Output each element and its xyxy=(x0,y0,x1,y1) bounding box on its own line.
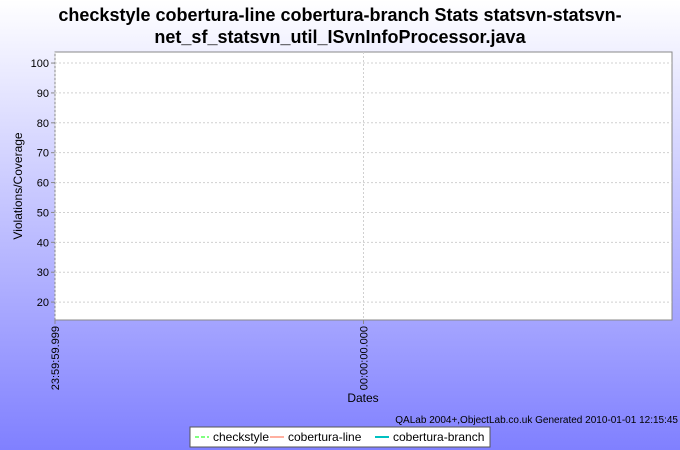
chart-title: checkstyle cobertura-line cobertura-bran… xyxy=(58,5,621,25)
y-tick-label: 70 xyxy=(37,148,49,160)
legend-label: checkstyle xyxy=(213,430,269,444)
y-tick-label: 90 xyxy=(37,88,49,100)
y-tick-label: 80 xyxy=(37,118,49,130)
subtitle: QALab 2004+,ObjectLab.co.uk Generated 20… xyxy=(395,415,678,426)
y-tick-label: 30 xyxy=(37,267,49,279)
x-tick-label: 00:00:00.000 xyxy=(359,326,371,390)
y-tick-label: 60 xyxy=(37,178,49,190)
x-axis-label: Dates xyxy=(347,391,378,405)
y-tick-label: 20 xyxy=(37,297,49,309)
chart-title: net_sf_statsvn_util_ISvnInfoProcessor.ja… xyxy=(154,27,526,47)
y-tick-label: 40 xyxy=(37,237,49,249)
y-tick-label: 50 xyxy=(37,207,49,219)
x-tick-label: 23:59:59.999 xyxy=(50,326,62,390)
legend-label: cobertura-line xyxy=(288,430,362,444)
legend-label: cobertura-branch xyxy=(393,430,484,444)
y-tick-label: 100 xyxy=(31,58,49,70)
legend xyxy=(189,426,491,448)
y-axis-label: Violations/Coverage xyxy=(11,132,25,240)
